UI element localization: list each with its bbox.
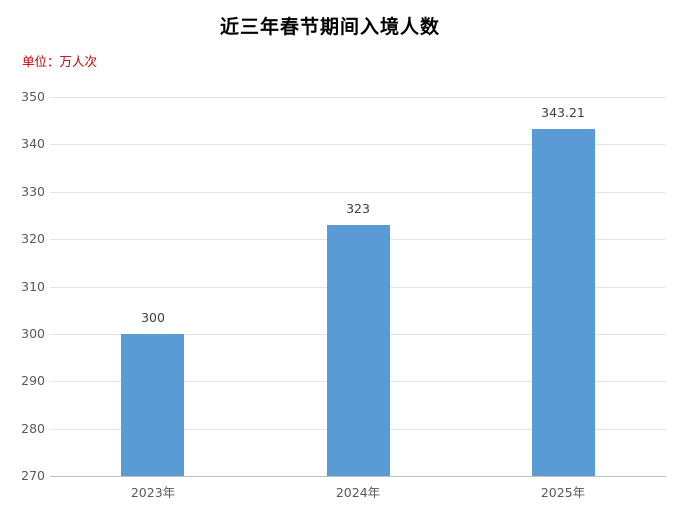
x-tick-label: 2023年 [130,485,176,500]
y-tick-label: 320 [21,231,45,246]
bar-value-label: 300 [141,310,165,325]
chart-title: 近三年春节期间入境人数 [219,16,440,38]
bar-2025年 [532,129,595,476]
x-tick-label: 2024年 [335,485,381,500]
y-tick-label: 280 [21,421,45,436]
bar-2024年 [327,225,390,476]
y-tick-label: 330 [21,184,45,199]
unit-label: 单位：万人次 [22,54,98,69]
gridline [50,144,666,145]
y-tick-label: 300 [21,326,45,341]
bar-value-label: 343.21 [541,105,585,120]
y-tick-label: 290 [21,373,45,388]
x-axis-line [50,476,666,477]
x-tick-label: 2025年 [540,485,586,500]
y-tick-label: 340 [21,136,45,151]
gridline [50,97,666,98]
gridline [50,192,666,193]
bar-2023年 [121,334,184,476]
y-tick-label: 270 [21,468,45,483]
bar-value-label: 323 [346,201,370,216]
y-tick-label: 310 [21,279,45,294]
y-tick-label: 350 [21,89,45,104]
